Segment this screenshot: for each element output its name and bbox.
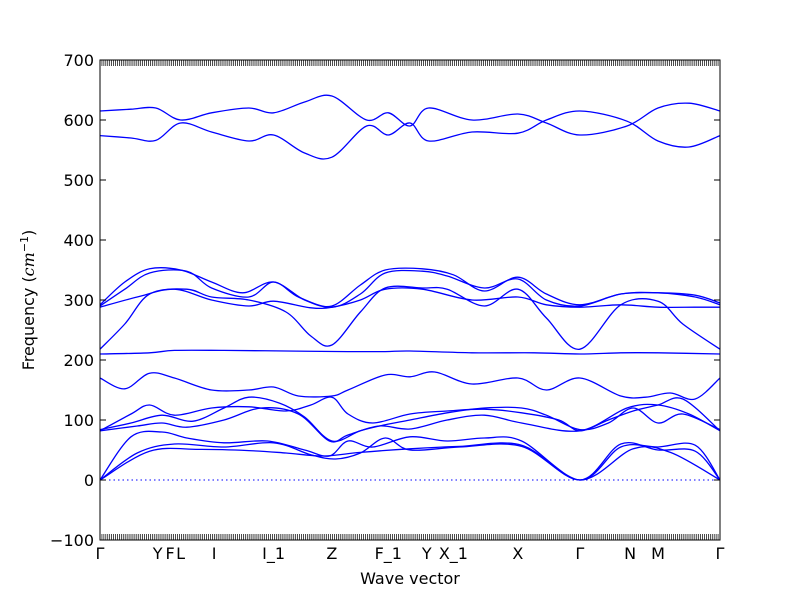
k-point-label: I xyxy=(212,544,217,563)
k-point-label: Z xyxy=(326,544,337,563)
k-point-label: N xyxy=(624,544,636,563)
phonon-band-8 xyxy=(99,349,721,355)
phonon-band-2 xyxy=(99,437,721,481)
y-tick-label: 600 xyxy=(63,111,94,130)
y-tick-label: 300 xyxy=(63,291,94,310)
k-point-label: Y xyxy=(421,544,432,563)
k-point-label: L xyxy=(176,544,185,563)
y-tick-label: 400 xyxy=(63,231,94,250)
k-point-label: F xyxy=(165,544,174,563)
phonon-band-14 xyxy=(99,94,721,136)
phonon-band-3 xyxy=(99,430,721,481)
phonon-band-6 xyxy=(99,396,721,432)
y-tick-label: 200 xyxy=(63,351,94,370)
axis-ticks xyxy=(100,59,720,541)
k-point-label: M xyxy=(651,544,665,563)
y-tick-label: 500 xyxy=(63,171,94,190)
k-point-label: Γ xyxy=(716,544,725,563)
y-tick-label: 700 xyxy=(63,51,94,70)
y-tick-label: 100 xyxy=(63,411,94,430)
phonon-band-10 xyxy=(99,287,720,310)
phonon-band-1 xyxy=(99,442,721,481)
k-point-label: Γ xyxy=(96,544,105,563)
k-point-label: F_1 xyxy=(375,544,402,564)
phonon-band-5 xyxy=(99,396,721,442)
phonon-band-13 xyxy=(99,110,721,160)
k-point-label: I_1 xyxy=(262,544,285,564)
band-lines xyxy=(99,94,721,481)
x-axis-label: Wave vector xyxy=(360,569,460,588)
k-point-label: X_1 xyxy=(439,544,468,564)
k-point-label: X xyxy=(512,544,523,563)
k-point-label: Y xyxy=(152,544,163,563)
phonon-band-12 xyxy=(99,267,721,308)
phonon-band-9 xyxy=(99,285,721,350)
k-point-label: Γ xyxy=(575,544,584,563)
phonon-band-7 xyxy=(99,371,721,401)
plot-frame xyxy=(99,59,721,541)
y-tick-label: 0 xyxy=(84,471,94,490)
y-axis-label: Frequency (cm−1) xyxy=(18,230,38,371)
y-tick-label: −100 xyxy=(50,531,94,550)
